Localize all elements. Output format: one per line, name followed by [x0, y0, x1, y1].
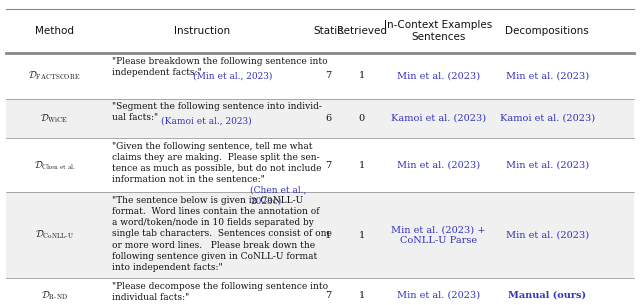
FancyBboxPatch shape [6, 99, 634, 138]
Text: "Segment the following sentence into individ-
ual facts:": "Segment the following sentence into ind… [112, 102, 322, 122]
Text: Min et al. (2023): Min et al. (2023) [397, 161, 480, 170]
Text: Kamoi et al. (2023): Kamoi et al. (2023) [391, 114, 486, 123]
Text: $\mathcal{D}_{\mathrm{Chen\ et\ al.}}$: $\mathcal{D}_{\mathrm{Chen\ et\ al.}}$ [33, 159, 76, 172]
Text: 7: 7 [325, 71, 332, 81]
Text: Min et al. (2023): Min et al. (2023) [506, 71, 589, 81]
Text: 0: 0 [358, 114, 365, 123]
Text: Min et al. (2023): Min et al. (2023) [506, 161, 589, 170]
Text: Manual (ours): Manual (ours) [508, 291, 586, 300]
Text: Method: Method [35, 26, 74, 36]
Text: 1: 1 [358, 291, 365, 300]
Text: 1: 1 [325, 231, 332, 240]
FancyBboxPatch shape [6, 192, 634, 278]
Text: $\mathcal{D}_{\mathrm{WiCE}}$: $\mathcal{D}_{\mathrm{WiCE}}$ [40, 112, 68, 125]
Text: Static: Static [314, 26, 343, 36]
Text: 1: 1 [358, 161, 365, 170]
Text: Min et al. (2023): Min et al. (2023) [397, 291, 480, 300]
Text: Min et al. (2023): Min et al. (2023) [506, 231, 589, 240]
Text: Retrieved: Retrieved [337, 26, 387, 36]
Text: $\mathcal{D}_{\mathrm{R\text{-}ND}}$: $\mathcal{D}_{\mathrm{R\text{-}ND}}$ [41, 289, 68, 302]
Text: Decompositions: Decompositions [506, 26, 589, 36]
Text: 6: 6 [325, 114, 332, 123]
Text: $\mathcal{D}_{\mathrm{FACTSCORE}}$: $\mathcal{D}_{\mathrm{FACTSCORE}}$ [28, 70, 81, 82]
Text: 7: 7 [325, 161, 332, 170]
Text: Min et al. (2023): Min et al. (2023) [397, 71, 480, 81]
Text: (Min et al., 2023): (Min et al., 2023) [193, 72, 273, 81]
Text: (Kamoi et al., 2023): (Kamoi et al., 2023) [161, 117, 252, 126]
Text: Kamoi et al. (2023): Kamoi et al. (2023) [500, 114, 595, 123]
Text: Instruction: Instruction [173, 26, 230, 36]
Text: "The sentence below is given in CoNLL-U
format.  Word lines contain the annotati: "The sentence below is given in CoNLL-U … [112, 196, 332, 272]
Text: In-Context Examples
Sentences: In-Context Examples Sentences [384, 20, 493, 42]
Text: 1: 1 [358, 71, 365, 81]
Text: (Chen et al.,
2023c): (Chen et al., 2023c) [250, 186, 307, 206]
Text: $\mathcal{D}_{\mathrm{CoNLL\text{-}U}}$: $\mathcal{D}_{\mathrm{CoNLL\text{-}U}}$ [35, 229, 74, 242]
Text: Min et al. (2023) +
CoNLL-U Parse: Min et al. (2023) + CoNLL-U Parse [391, 225, 486, 245]
Text: "Given the following sentence, tell me what
claims they are making.  Please spli: "Given the following sentence, tell me w… [112, 142, 321, 184]
Text: 7: 7 [325, 291, 332, 300]
Text: "Please breakdown the following sentence into
independent facts:": "Please breakdown the following sentence… [112, 57, 328, 77]
Text: "Please decompose the following sentence into
individual facts:": "Please decompose the following sentence… [112, 282, 328, 302]
Text: 1: 1 [358, 231, 365, 240]
